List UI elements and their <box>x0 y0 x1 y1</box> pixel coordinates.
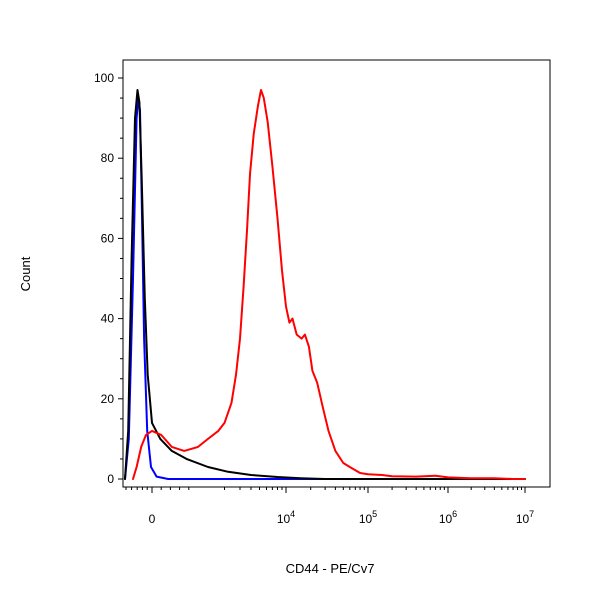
y-axis-label: Count <box>18 256 33 291</box>
y-tick-label: 0 <box>107 472 114 486</box>
x-tick-label: 106 <box>439 509 457 526</box>
y-tick-label: 20 <box>101 392 115 406</box>
x-axis-label: CD44 - PE/Cv7 <box>286 561 375 576</box>
x-axis: 0 104 105 106 107 <box>125 487 534 526</box>
y-tick-label: 80 <box>101 151 115 165</box>
y-tick-label: 40 <box>101 312 115 326</box>
x-tick-label: 104 <box>277 509 295 526</box>
y-tick-label: 60 <box>101 231 115 245</box>
plot-frame <box>122 59 551 488</box>
y-tick-label: 100 <box>94 71 114 85</box>
x-tick-label: 107 <box>516 509 534 526</box>
x-tick-label: 0 <box>149 512 156 526</box>
series-layer <box>124 89 526 480</box>
y-axis: 0 20 40 60 80 100 <box>94 71 123 486</box>
series-line-1 <box>124 97 526 480</box>
series-line-3 <box>132 89 526 480</box>
x-tick-label: 105 <box>359 509 377 526</box>
series-line-2 <box>124 89 526 480</box>
